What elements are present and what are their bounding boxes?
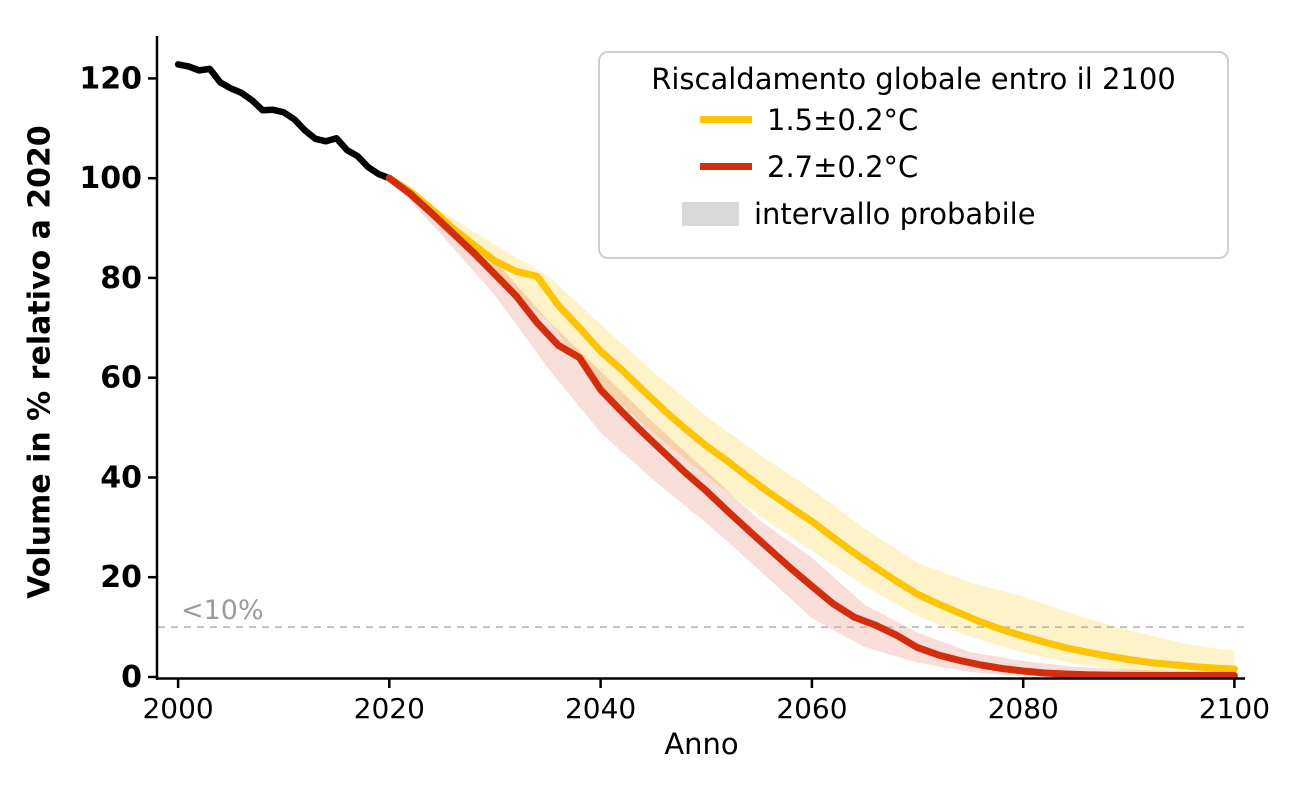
legend-line-swatch-2p7-icon (700, 163, 752, 170)
y-axis-title: Volume in % relativo a 2020 (22, 125, 58, 599)
uncertainty-band-warming-2p7 (389, 178, 1235, 677)
x-tick-label: 2060 (776, 692, 847, 725)
y-tick-label: 0 (121, 660, 142, 695)
legend-item-warming-1p5: 1.5±0.2°C (600, 96, 1227, 143)
y-tick-label: 80 (100, 261, 142, 296)
y-tick-label: 100 (79, 161, 142, 196)
legend-label-1p5: 1.5±0.2°C (767, 102, 919, 137)
legend-patch-swatch-icon (682, 201, 739, 226)
y-tick-label: 60 (100, 361, 142, 396)
y-tick-label: 40 (100, 461, 142, 496)
y-tick-label: 20 (100, 560, 142, 595)
series-line-warming-2p7 (385, 174, 1238, 679)
x-tick-label: 2080 (988, 692, 1059, 725)
y-tick-label: 120 (79, 61, 142, 96)
x-axis-title: Anno (664, 727, 739, 761)
legend: Riscaldamento globale entro il 2100 1.5±… (598, 51, 1229, 259)
legend-title: Riscaldamento globale entro il 2100 (651, 62, 1176, 96)
x-tick-label: 2100 (1199, 692, 1270, 725)
threshold-label: <10% (181, 595, 264, 626)
series-line-historical (174, 61, 393, 182)
series-line-warming-1p5 (385, 174, 1238, 673)
legend-label-likely-range: intervallo probabile (754, 196, 1036, 231)
legend-label-2p7: 2.7±0.2°C (767, 149, 919, 184)
legend-item-likely-range: intervallo probabile (600, 190, 1227, 237)
x-tick-label: 2000 (142, 692, 213, 725)
legend-line-swatch-1p5-icon (700, 116, 752, 123)
x-tick-label: 2020 (354, 692, 425, 725)
x-tick-label: 2040 (565, 692, 636, 725)
legend-item-warming-2p7: 2.7±0.2°C (600, 143, 1227, 190)
